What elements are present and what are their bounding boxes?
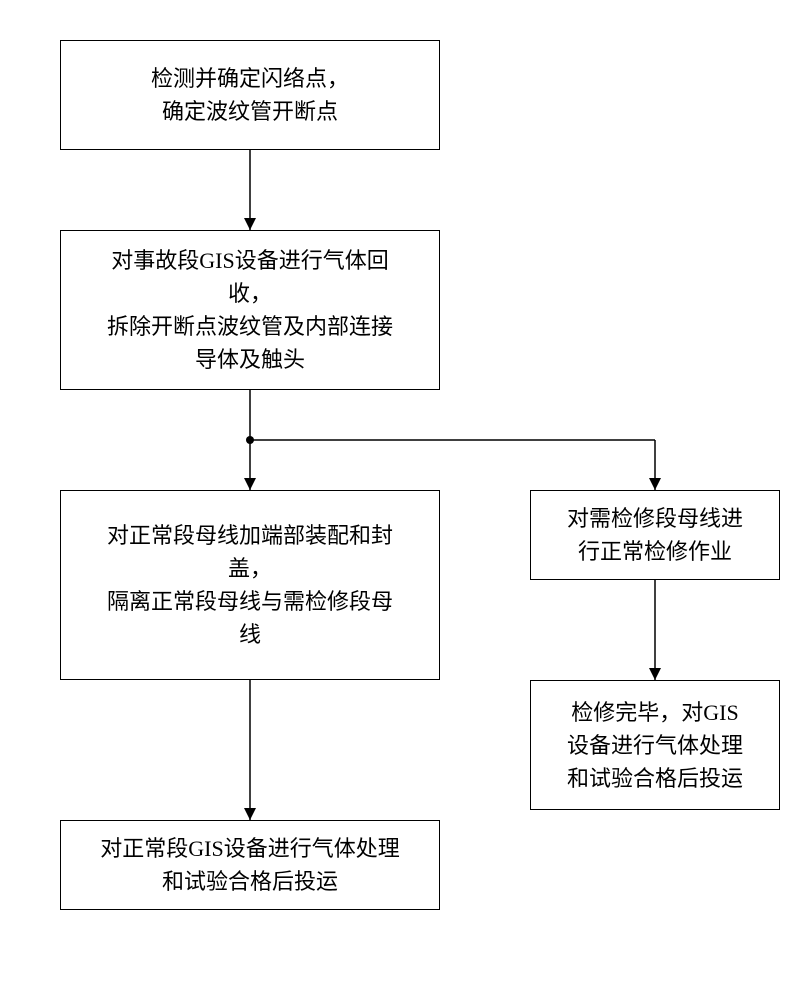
- node-line: 确定波纹管开断点: [162, 95, 338, 128]
- node-line: 隔离正常段母线与需检修段母: [107, 585, 393, 618]
- node-line: 盖，: [228, 552, 272, 585]
- node-line: 对需检修段母线进: [567, 502, 743, 535]
- node-detect-flashover: 检测并确定闪络点， 确定波纹管开断点: [60, 40, 440, 150]
- node-repair-section: 对需检修段母线进 行正常检修作业: [530, 490, 780, 580]
- node-line: 对正常段GIS设备进行气体处理: [100, 832, 399, 865]
- node-line: 对事故段GIS设备进行气体回: [111, 244, 388, 277]
- node-line: 检测并确定闪络点，: [151, 62, 349, 95]
- node-line: 和试验合格后投运: [567, 762, 743, 795]
- node-line: 收，: [228, 277, 272, 310]
- node-line: 设备进行气体处理: [567, 729, 743, 762]
- flowchart-canvas: 检测并确定闪络点， 确定波纹管开断点 对事故段GIS设备进行气体回 收， 拆除开…: [0, 0, 811, 1000]
- node-line: 导体及触头: [195, 343, 305, 376]
- node-line: 检修完毕，对GIS: [571, 696, 738, 729]
- node-gas-recovery: 对事故段GIS设备进行气体回 收， 拆除开断点波纹管及内部连接 导体及触头: [60, 230, 440, 390]
- node-line: 对正常段母线加端部装配和封: [107, 519, 393, 552]
- node-normal-section-commission: 对正常段GIS设备进行气体处理 和试验合格后投运: [60, 820, 440, 910]
- node-line: 行正常检修作业: [578, 535, 732, 568]
- node-line: 线: [239, 618, 261, 651]
- node-repair-commission: 检修完毕，对GIS 设备进行气体处理 和试验合格后投运: [530, 680, 780, 810]
- node-line: 和试验合格后投运: [162, 865, 338, 898]
- node-seal-normal-section: 对正常段母线加端部装配和封 盖， 隔离正常段母线与需检修段母 线: [60, 490, 440, 680]
- node-line: 拆除开断点波纹管及内部连接: [107, 310, 393, 343]
